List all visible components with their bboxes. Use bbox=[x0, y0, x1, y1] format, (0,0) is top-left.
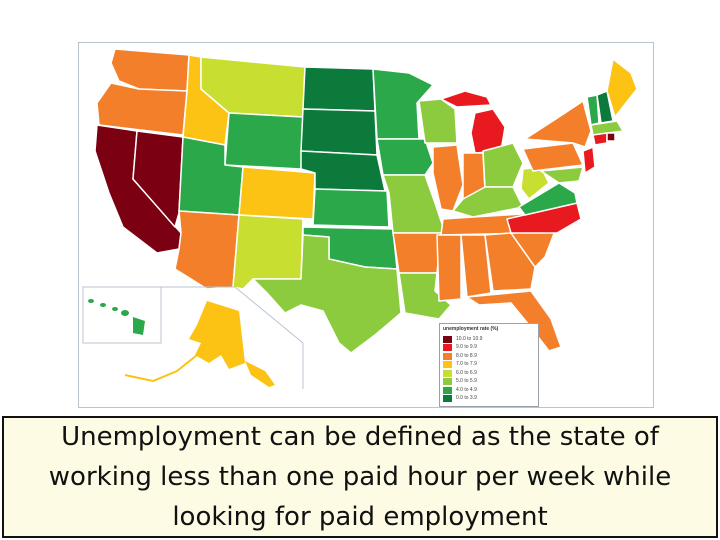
state-kansas bbox=[312, 188, 390, 228]
legend-label: 5.0 to 5.9 bbox=[456, 378, 477, 385]
state-mississippi bbox=[436, 234, 462, 302]
us-states-svg bbox=[82, 48, 638, 389]
state-louisiana bbox=[398, 272, 452, 320]
legend-swatch bbox=[443, 361, 452, 369]
state-new-mexico bbox=[232, 214, 304, 290]
state-new-york bbox=[524, 100, 592, 148]
state-georgia bbox=[484, 232, 536, 292]
legend-row: 9.0 to 9.9 bbox=[443, 344, 535, 353]
state-maine bbox=[606, 58, 638, 118]
inset-hawaii bbox=[82, 286, 162, 344]
legend-row: 0.0 to 3.9 bbox=[443, 395, 535, 404]
state-vermont bbox=[586, 94, 600, 126]
state-iowa bbox=[376, 138, 434, 176]
legend-row: 10.0 to 10.9 bbox=[443, 335, 535, 344]
state-illinois bbox=[432, 144, 464, 212]
legend-row: 4.0 to 4.9 bbox=[443, 386, 535, 395]
state-michigan-upper bbox=[440, 90, 492, 108]
map-legend: unemployment rate (%) 10.0 to 10.9 9.0 t… bbox=[439, 323, 539, 407]
state-ohio bbox=[482, 142, 524, 188]
legend-label: 4.0 to 4.9 bbox=[456, 386, 477, 393]
legend-row: 7.0 to 7.9 bbox=[443, 361, 535, 370]
state-north-dakota bbox=[302, 66, 376, 112]
state-virginia bbox=[518, 182, 578, 216]
legend-swatch bbox=[443, 395, 452, 403]
state-wyoming bbox=[224, 112, 304, 170]
state-arizona bbox=[174, 210, 240, 290]
legend-title: unemployment rate (%) bbox=[443, 326, 499, 332]
state-south-dakota bbox=[300, 108, 378, 156]
legend-swatch bbox=[443, 344, 452, 352]
state-alabama bbox=[460, 234, 492, 298]
inset-alaska bbox=[83, 286, 304, 389]
state-massachusetts bbox=[590, 120, 624, 136]
state-pennsylvania bbox=[522, 142, 584, 172]
state-maryland bbox=[540, 166, 584, 184]
legend-label: 7.0 to 7.9 bbox=[456, 361, 477, 368]
legend-row: 6.0 to 6.9 bbox=[443, 369, 535, 378]
state-nevada bbox=[132, 130, 184, 228]
legend-row: 8.0 to 8.9 bbox=[443, 352, 535, 361]
legend-label: 8.0 to 8.9 bbox=[456, 352, 477, 359]
state-rhode-island bbox=[606, 132, 616, 142]
state-connecticut bbox=[592, 132, 608, 146]
caption-box: Unemployment can be defined as the state… bbox=[2, 416, 718, 538]
legend-label: 6.0 to 6.9 bbox=[456, 369, 477, 376]
legend-label: 10.0 to 10.9 bbox=[456, 335, 483, 342]
state-colorado bbox=[238, 166, 316, 220]
caption-text: Unemployment can be defined as the state… bbox=[48, 422, 672, 532]
legend-swatch bbox=[443, 335, 452, 343]
legend-swatch bbox=[443, 369, 452, 377]
state-arkansas bbox=[392, 232, 442, 274]
us-unemployment-map: unemployment rate (%) 10.0 to 10.9 9.0 t… bbox=[78, 42, 654, 408]
state-washington bbox=[110, 48, 190, 92]
legend-swatch bbox=[443, 378, 452, 386]
state-texas bbox=[252, 234, 402, 354]
legend-swatch bbox=[443, 352, 452, 360]
legend-label: 0.0 to 3.9 bbox=[456, 395, 477, 402]
legend-label: 9.0 to 9.9 bbox=[456, 344, 477, 351]
state-wisconsin bbox=[418, 98, 458, 144]
state-new-jersey bbox=[582, 146, 596, 174]
legend-row: 5.0 to 5.9 bbox=[443, 378, 535, 387]
legend-swatch bbox=[443, 386, 452, 394]
